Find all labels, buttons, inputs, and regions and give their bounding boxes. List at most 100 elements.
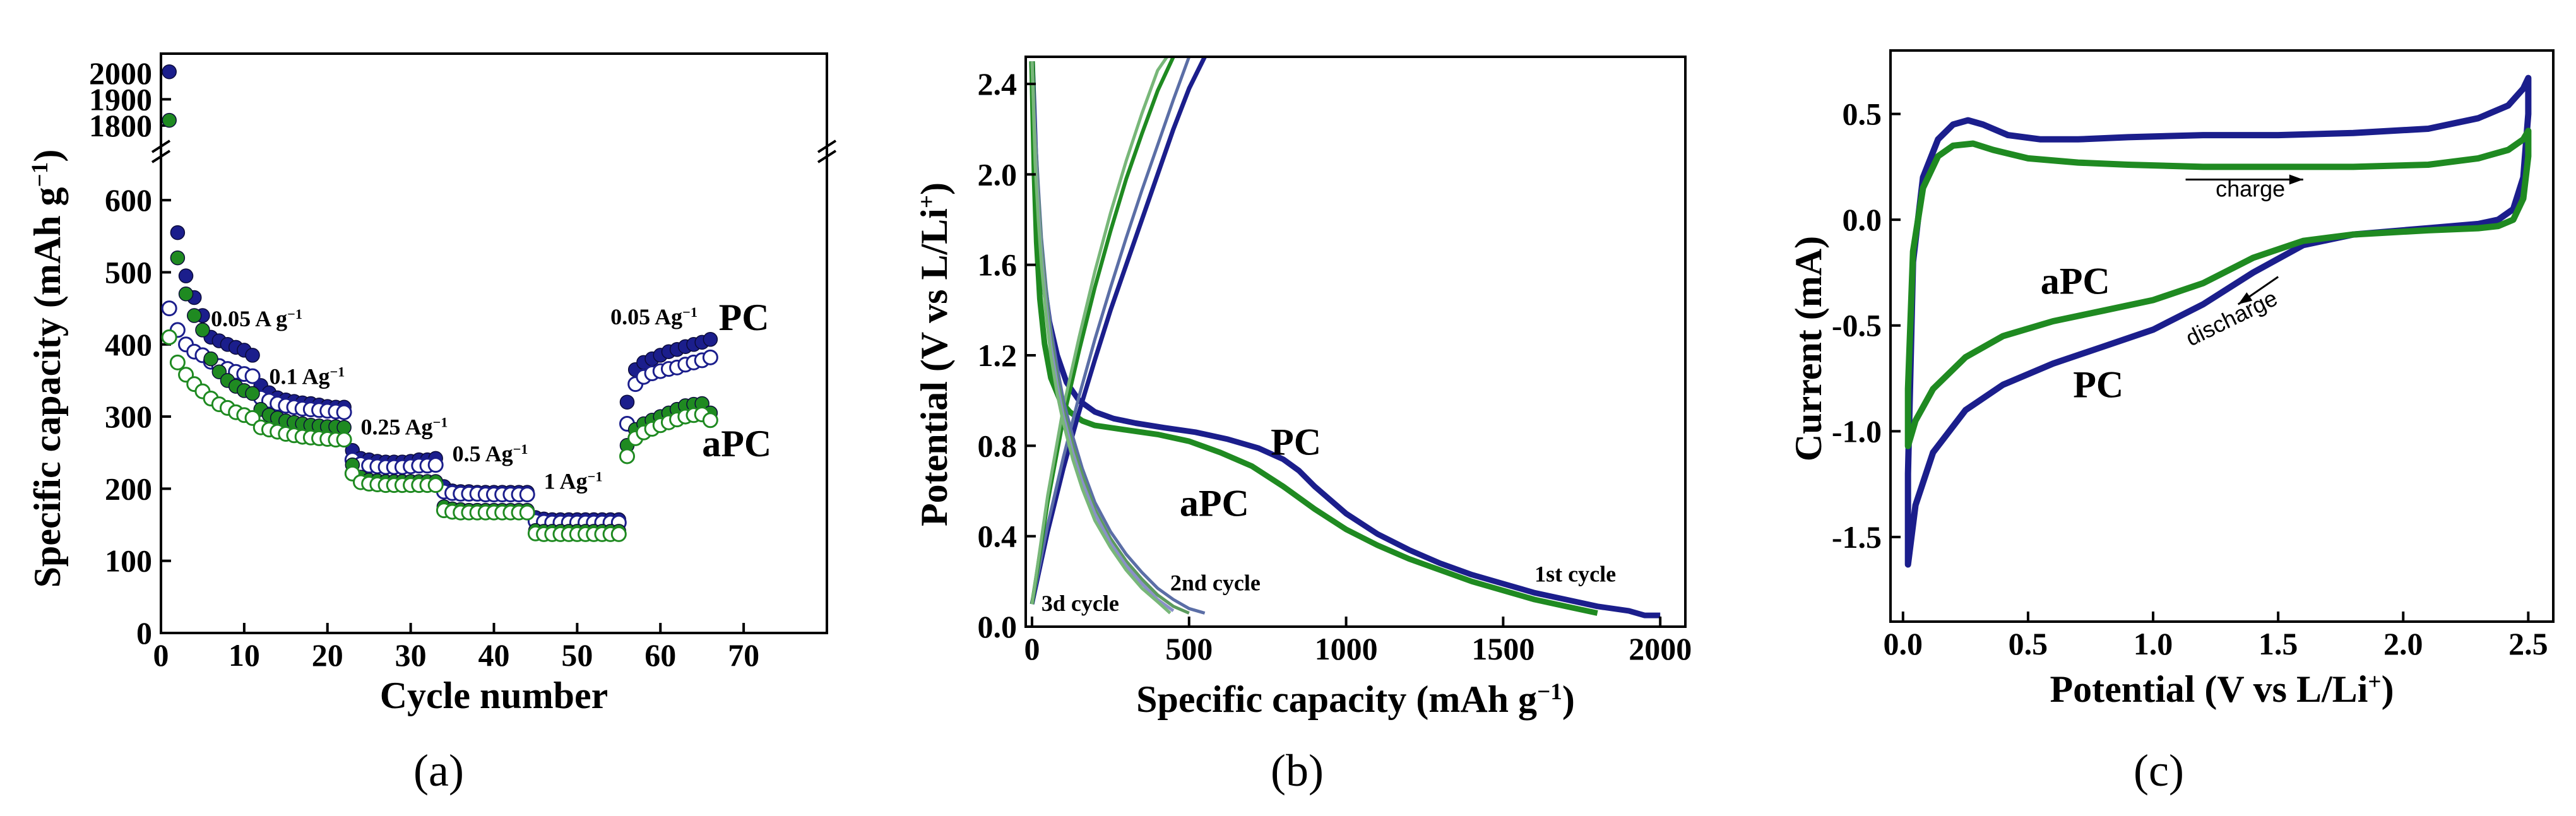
series-label: PC: [1271, 422, 1321, 463]
series-label: aPC: [702, 423, 771, 464]
data-point: [203, 351, 218, 367]
panel-c-plot: 0.0 0.5 1.0 1.5 2.0 2.5-1.5-1.0-0.50.00.5Pote…: [1788, 49, 2555, 710]
data-point: [162, 112, 177, 128]
x-axis-title: Specific capacity (mAh g−1): [1136, 678, 1575, 720]
panel-a-plot: 0 10 20 30 40 50 60 70 0 100 200 300 400 500 600 180019…: [27, 52, 837, 716]
cycle-annotation: 1st cycle: [1534, 561, 1616, 586]
data-point: [519, 504, 535, 521]
data-point: [619, 448, 635, 464]
panel-b-plot: 0 500 1000 1500 2000 0.0 0.4 0.8 1.2 1.6 2.0 2.4 Spe…: [913, 56, 1692, 720]
rate-annotation: 0.25 Ag−1: [361, 414, 448, 440]
x-tick-label: 500: [1165, 631, 1213, 666]
panel-a-frame: [160, 52, 828, 634]
discharge-annotation: discharge: [2181, 285, 2281, 351]
y-tick-label: 1900: [89, 81, 152, 117]
x-tick-label: 0.0: [1884, 626, 1923, 661]
x-tick-label: 60: [644, 637, 676, 673]
y-tick-label: 2.4: [978, 66, 1018, 102]
series-line: [1030, 57, 1175, 605]
panel-b-label: (b): [1271, 745, 1324, 796]
x-tick-label: 70: [728, 637, 759, 673]
data-point: [336, 404, 352, 420]
y-tick-label: 0.4: [978, 519, 1018, 554]
data-point: [702, 349, 718, 365]
y-tick-label: -0.5: [1832, 308, 1882, 343]
charge-arrowhead: [2289, 174, 2303, 185]
panel-b: 0 500 1000 1500 2000 0.0 0.4 0.8 1.2 1.6 2.0 2.4 Spe…: [913, 56, 1692, 796]
series-label: aPC: [1180, 482, 1249, 524]
data-point: [161, 300, 177, 317]
series-label: aPC: [2041, 260, 2110, 302]
x-tick-label: 1500: [1471, 631, 1534, 666]
x-tick-label: 20: [312, 637, 343, 673]
y-tick-label: 300: [105, 399, 152, 434]
axis-break-mark: [151, 150, 171, 163]
data-point: [195, 322, 210, 338]
y-tick-label: 500: [105, 254, 152, 290]
y-tick-label: 1.6: [978, 247, 1018, 283]
x-axis-title: Potential (V vs L/Li+): [2050, 668, 2394, 710]
data-point: [178, 287, 194, 302]
rate-annotation: 0.05 A g−1: [211, 306, 302, 332]
x-tick-label: 40: [478, 637, 510, 673]
data-point: [427, 477, 444, 494]
panel-c-frame: [1889, 49, 2555, 623]
x-tick-label: 2.5: [2508, 626, 2548, 661]
panel-b-series: [1029, 57, 1661, 618]
data-point: [427, 457, 444, 473]
series-label: PC: [719, 297, 769, 338]
cycle-annotation: 3d cycle: [1042, 591, 1119, 616]
x-tick-label: 50: [561, 637, 593, 673]
data-point: [619, 394, 635, 410]
y-tick-label: 1.2: [978, 338, 1018, 373]
series-line: [1030, 57, 1207, 605]
y-tick-label: 0.8: [978, 428, 1018, 463]
y-tick-label: 1800: [89, 108, 152, 143]
y-axis-title: Current (mA): [1788, 236, 1829, 461]
axis-break-mark: [817, 139, 837, 153]
data-point: [703, 332, 718, 347]
series-line: [1030, 57, 1168, 605]
x-tick-label: 0: [153, 637, 169, 673]
panel-a-label: (a): [413, 745, 464, 796]
x-tick-label: 2.0: [2383, 626, 2423, 661]
x-tick-label: 30: [395, 637, 427, 673]
x-tick-label: 1.0: [2134, 626, 2173, 661]
series-line: [1030, 61, 1206, 615]
x-tick-label: 10: [229, 637, 260, 673]
y-tick-label: 600: [105, 182, 152, 218]
data-point: [519, 487, 535, 503]
x-tick-label: 0: [1024, 631, 1040, 666]
x-tick-label: 1.5: [2258, 626, 2298, 661]
data-point: [244, 368, 261, 384]
data-point: [245, 386, 260, 401]
charge-annotation: charge: [2216, 175, 2285, 201]
data-point: [702, 412, 718, 429]
y-tick-label: 0: [136, 615, 152, 651]
data-point: [336, 432, 352, 448]
x-tick-label: 0.5: [2009, 626, 2048, 661]
y-tick-label: 200: [105, 471, 152, 506]
data-point: [245, 348, 260, 363]
axis-break-mark: [817, 150, 837, 163]
data-point: [178, 268, 194, 283]
y-tick-label: 2.0: [978, 157, 1018, 192]
panel-c-label: (c): [2134, 745, 2184, 796]
cycle-annotation: 2nd cycle: [1170, 571, 1261, 596]
cv-loop: [1904, 127, 2532, 449]
x-axis-title: Cycle number: [380, 675, 608, 716]
y-tick-label: -1.0: [1832, 413, 1882, 449]
y-axis-title: Potential (V vs L/Li+): [913, 182, 955, 526]
data-point: [170, 250, 186, 266]
data-point: [169, 354, 186, 370]
y-tick-label: 0.0: [978, 609, 1018, 644]
y-tick-label: 2000: [89, 56, 152, 91]
y-tick-label: -1.5: [1832, 519, 1882, 555]
y-tick-label: 0.0: [1843, 202, 1882, 237]
panel-c: 0.0 0.5 1.0 1.5 2.0 2.5-1.5-1.0-0.50.00.5Pote…: [1788, 49, 2555, 796]
cv-loop: [1904, 74, 2532, 568]
series-line: [1030, 61, 1172, 615]
rate-annotation: 0.05 Ag−1: [610, 304, 697, 329]
series-line: [1029, 61, 1598, 616]
